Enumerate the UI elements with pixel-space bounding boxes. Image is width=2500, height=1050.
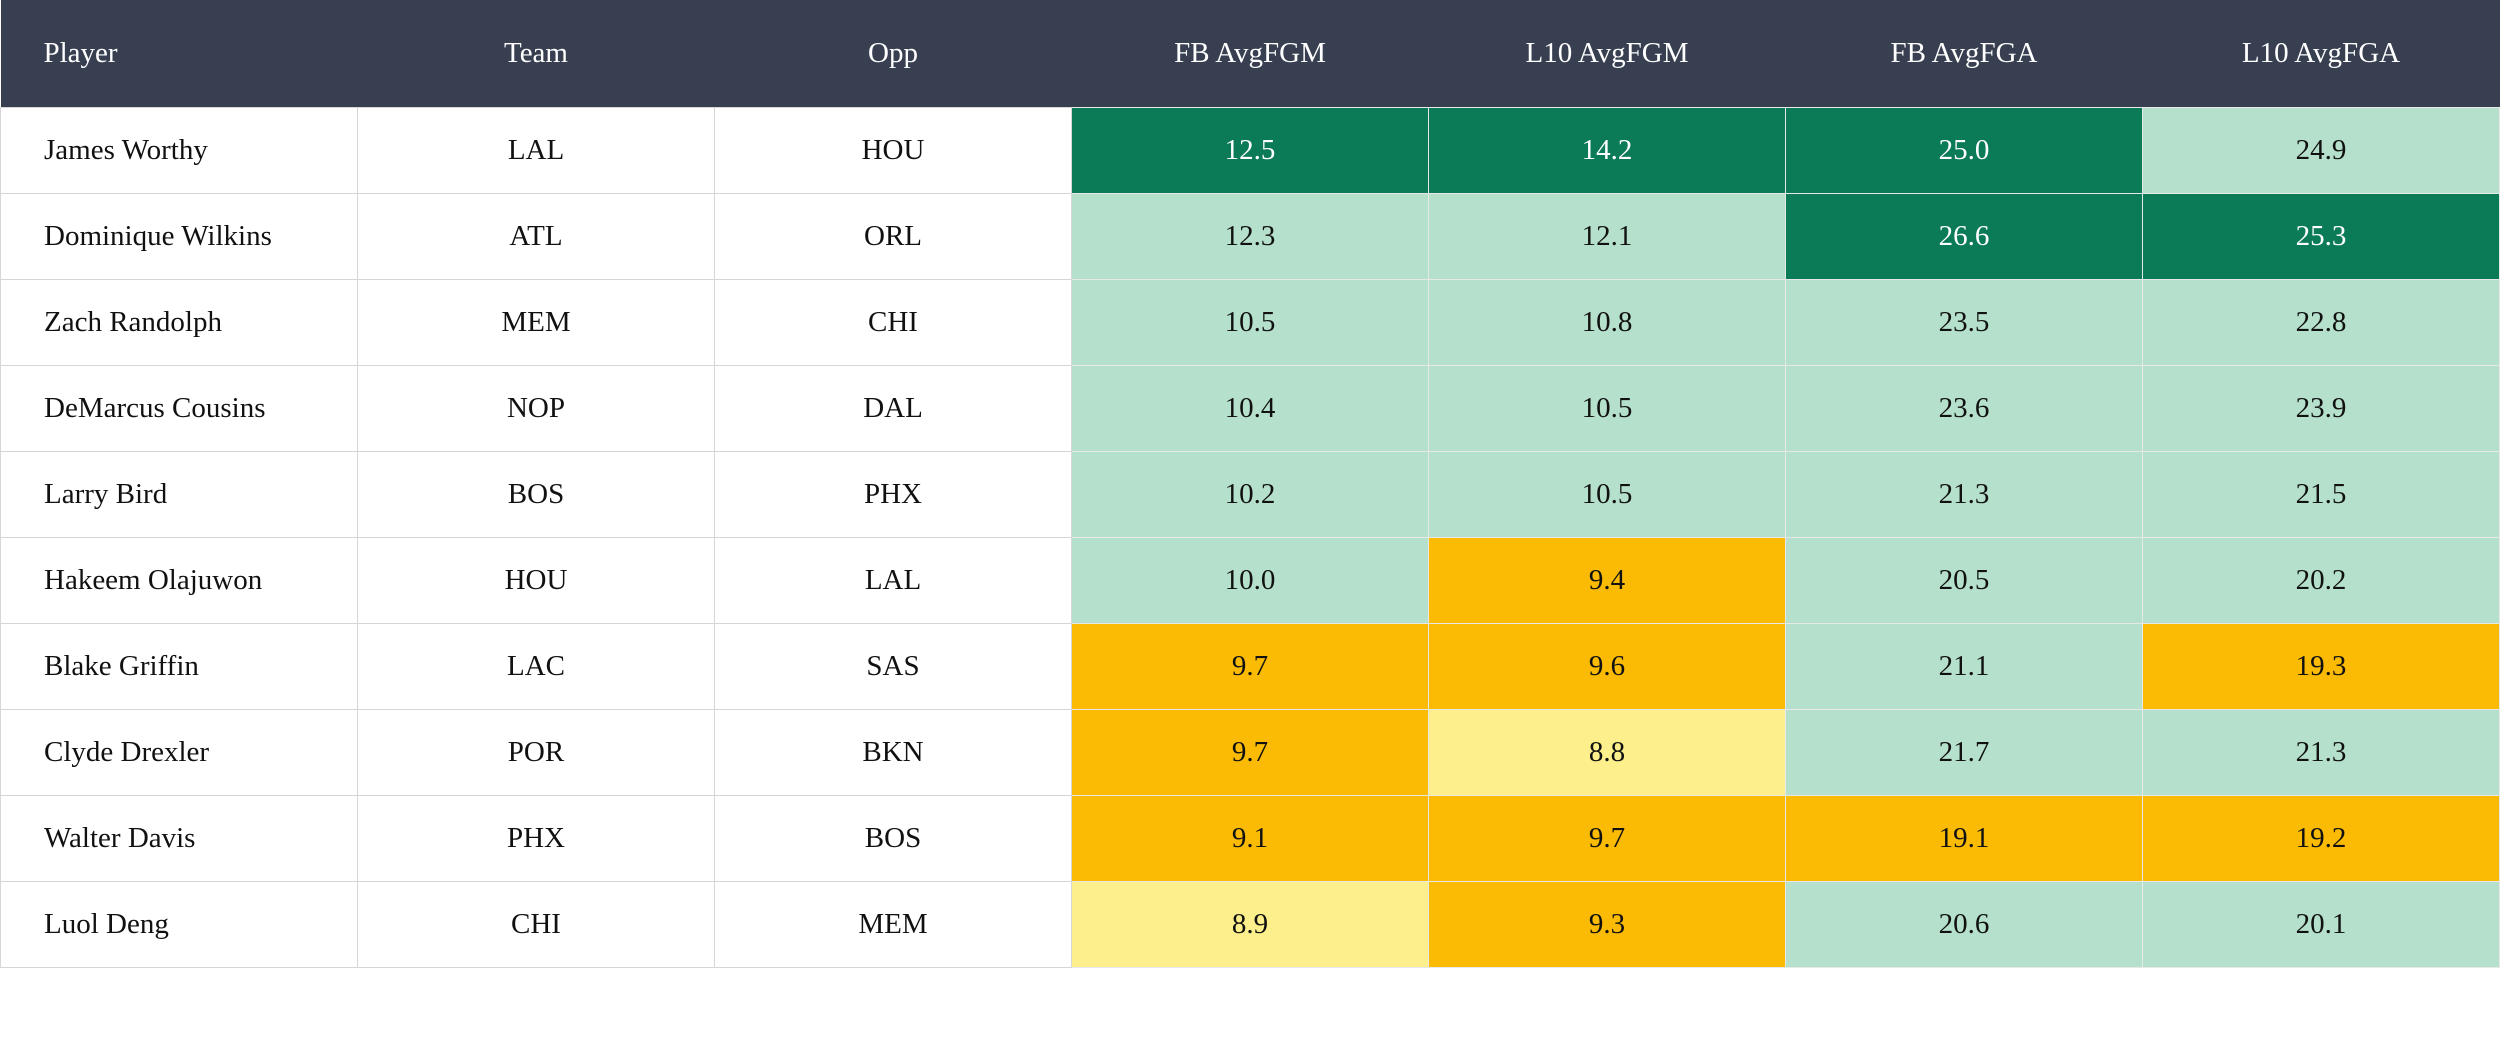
stat-cell: 20.6	[1785, 881, 2143, 968]
stat-cell: 26.6	[1785, 193, 2143, 280]
stat-cell: 8.9	[1071, 881, 1429, 968]
stat-cell: 9.3	[1428, 881, 1786, 968]
stat-cell: 10.0	[1071, 537, 1429, 624]
stat-cell: 21.1	[1785, 623, 2143, 710]
stat-cell: 10.5	[1428, 451, 1786, 538]
table-row: Walter Davis PHX BOS 9.1 9.7 19.1 19.2	[0, 795, 2500, 882]
table-body: James Worthy LAL HOU 12.5 14.2 25.0 24.9 Domini…	[0, 107, 2500, 968]
table-row: Dominique Wilkins ATL ORL 12.3 12.1 26.6 25.3	[0, 193, 2500, 280]
player-cell: Zach Randolph	[0, 279, 358, 366]
table-row: Larry Bird BOS PHX 10.2 10.5 21.3 21.5	[0, 451, 2500, 538]
text-cell: PHX	[714, 451, 1072, 538]
stat-cell: 21.3	[2142, 709, 2500, 796]
player-cell: Clyde Drexler	[0, 709, 358, 796]
text-cell: ATL	[357, 193, 715, 280]
stat-cell: 9.4	[1428, 537, 1786, 624]
stat-cell: 8.8	[1428, 709, 1786, 796]
stat-cell: 20.1	[2142, 881, 2500, 968]
table-row: Clyde Drexler POR BKN 9.7 8.8 21.7 21.3	[0, 709, 2500, 796]
player-cell: Blake Griffin	[0, 623, 358, 710]
text-cell: CHI	[357, 881, 715, 968]
stat-cell: 14.2	[1428, 107, 1786, 194]
text-cell: LAL	[357, 107, 715, 194]
text-cell: HOU	[714, 107, 1072, 194]
text-cell: MEM	[714, 881, 1072, 968]
table-row: Luol Deng CHI MEM 8.9 9.3 20.6 20.1	[0, 881, 2500, 968]
stat-cell: 21.3	[1785, 451, 2143, 538]
stat-cell: 10.2	[1071, 451, 1429, 538]
stat-cell: 10.5	[1071, 279, 1429, 366]
stat-cell: 10.4	[1071, 365, 1429, 452]
stat-cell: 12.5	[1071, 107, 1429, 194]
stat-cell: 25.3	[2142, 193, 2500, 280]
stat-cell: 10.5	[1428, 365, 1786, 452]
stat-cell: 19.1	[1785, 795, 2143, 882]
header-row: Player Team Opp FB AvgFGM L10 AvgFGM FB AvgFG…	[0, 0, 2500, 108]
stat-cell: 10.8	[1428, 279, 1786, 366]
stat-cell: 23.9	[2142, 365, 2500, 452]
stat-cell: 19.3	[2142, 623, 2500, 710]
text-cell: ORL	[714, 193, 1072, 280]
stat-cell: 23.6	[1785, 365, 2143, 452]
table-row: Hakeem Olajuwon HOU LAL 10.0 9.4 20.5 20.2	[0, 537, 2500, 624]
column-header: FB AvgFGA	[1785, 0, 2143, 108]
stats-table: Player Team Opp FB AvgFGM L10 AvgFGM FB AvgFG…	[0, 0, 2500, 968]
text-cell: BOS	[714, 795, 1072, 882]
text-cell: MEM	[357, 279, 715, 366]
table-row: Blake Griffin LAC SAS 9.7 9.6 21.1 19.3	[0, 623, 2500, 710]
column-header: Player	[0, 0, 358, 108]
player-cell: DeMarcus Cousins	[0, 365, 358, 452]
player-cell: James Worthy	[0, 107, 358, 194]
stat-cell: 9.6	[1428, 623, 1786, 710]
text-cell: BOS	[357, 451, 715, 538]
text-cell: CHI	[714, 279, 1072, 366]
stat-cell: 20.5	[1785, 537, 2143, 624]
player-cell: Hakeem Olajuwon	[0, 537, 358, 624]
stat-cell: 9.1	[1071, 795, 1429, 882]
column-header: FB AvgFGM	[1071, 0, 1429, 108]
text-cell: POR	[357, 709, 715, 796]
stat-cell: 22.8	[2142, 279, 2500, 366]
player-cell: Larry Bird	[0, 451, 358, 538]
table-row: Zach Randolph MEM CHI 10.5 10.8 23.5 22.8	[0, 279, 2500, 366]
player-cell: Luol Deng	[0, 881, 358, 968]
player-cell: Walter Davis	[0, 795, 358, 882]
stat-cell: 9.7	[1071, 623, 1429, 710]
text-cell: NOP	[357, 365, 715, 452]
stat-cell: 9.7	[1071, 709, 1429, 796]
stat-cell: 20.2	[2142, 537, 2500, 624]
stat-cell: 12.3	[1071, 193, 1429, 280]
stat-cell: 25.0	[1785, 107, 2143, 194]
stat-cell: 23.5	[1785, 279, 2143, 366]
column-header: L10 AvgFGA	[2142, 0, 2500, 108]
stat-cell: 9.7	[1428, 795, 1786, 882]
stat-cell: 12.1	[1428, 193, 1786, 280]
text-cell: BKN	[714, 709, 1072, 796]
text-cell: LAL	[714, 537, 1072, 624]
stat-cell: 21.7	[1785, 709, 2143, 796]
text-cell: LAC	[357, 623, 715, 710]
column-header: Opp	[714, 0, 1072, 108]
stat-cell: 24.9	[2142, 107, 2500, 194]
table-row: James Worthy LAL HOU 12.5 14.2 25.0 24.9	[0, 107, 2500, 194]
stat-cell: 19.2	[2142, 795, 2500, 882]
stat-cell: 21.5	[2142, 451, 2500, 538]
text-cell: SAS	[714, 623, 1072, 710]
text-cell: PHX	[357, 795, 715, 882]
column-header: Team	[357, 0, 715, 108]
text-cell: DAL	[714, 365, 1072, 452]
table-row: DeMarcus Cousins NOP DAL 10.4 10.5 23.6 23.9	[0, 365, 2500, 452]
text-cell: HOU	[357, 537, 715, 624]
column-header: L10 AvgFGM	[1428, 0, 1786, 108]
player-cell: Dominique Wilkins	[0, 193, 358, 280]
